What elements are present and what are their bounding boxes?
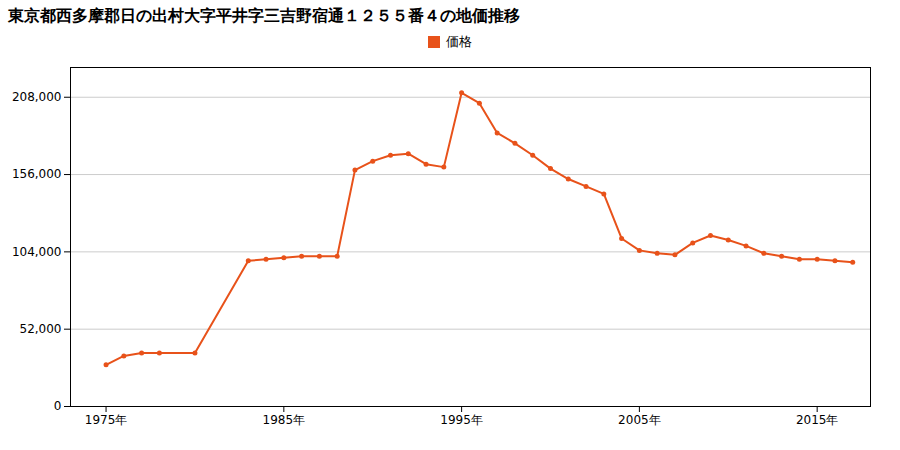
svg-text:104,000: 104,000 [12, 245, 62, 259]
svg-text:1975年: 1975年 [85, 413, 128, 427]
svg-text:1985年: 1985年 [263, 413, 306, 427]
svg-text:2005年: 2005年 [618, 413, 661, 427]
svg-text:1995年: 1995年 [440, 413, 483, 427]
svg-text:2015年: 2015年 [796, 413, 839, 427]
svg-text:156,000: 156,000 [12, 167, 62, 181]
html-text:東京都西多摩郡日の出村大字平井字三吉野宿通１２５５番４の地価: 東京都西多摩郡日の出村大字平井字三吉野宿通１２５５番４の地価推移 [8, 6, 520, 25]
svg-text:0: 0 [54, 399, 62, 413]
svg-text:52,000: 52,000 [20, 322, 62, 336]
html-text:価格: 価格 [446, 34, 472, 49]
svg-text:208,000: 208,000 [12, 90, 62, 104]
